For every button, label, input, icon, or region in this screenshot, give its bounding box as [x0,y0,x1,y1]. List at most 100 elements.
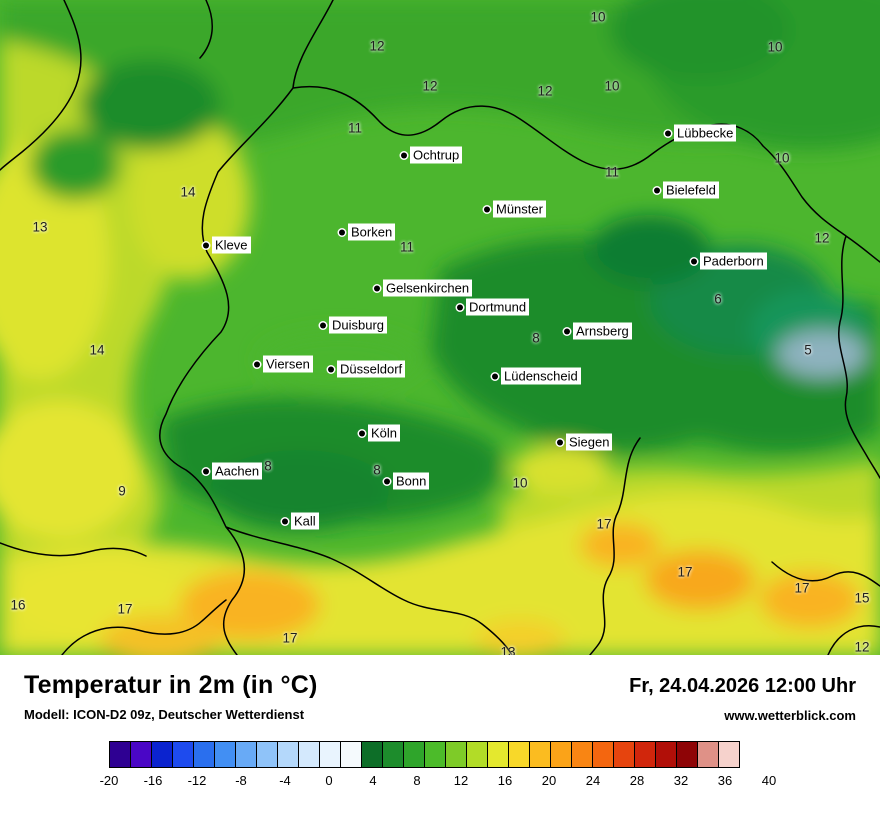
city-label: Lübbecke [674,124,737,142]
legend-color-cell [235,741,257,768]
city-dot-icon [203,242,209,248]
legend-color-cell [130,741,152,768]
temperature-value-label: 17 [117,601,133,617]
legend-color-cell [172,741,194,768]
temperature-value-label: 17 [282,630,298,646]
legend-color-cell [571,741,593,768]
forecast-datetime: Fr, 24.04.2026 12:00 Uhr [629,675,856,697]
temperature-value-label: 13 [32,219,48,235]
legend-colorbar [109,741,771,768]
city-label: Münster [493,200,546,218]
city-label: Aachen [212,462,263,480]
legend-tick-label: -4 [279,773,291,788]
temperature-value-label: 17 [596,516,612,532]
city-dot-icon [339,229,345,235]
city-dot-icon [320,322,326,328]
legend-tick-label: 20 [541,773,557,788]
city-dot-icon [254,361,260,367]
city-marker: Münster [484,200,546,218]
city-marker: Dortmund [457,298,530,316]
city-dot-icon [374,285,380,291]
city-marker: Bonn [384,472,430,490]
legend-color-cell [403,741,425,768]
city-dot-icon [654,187,660,193]
legend-color-cell [424,741,446,768]
city-dot-icon [564,328,570,334]
temperature-value-label: 8 [264,458,272,474]
city-label: Duisburg [329,316,388,334]
legend-color-cell [319,741,341,768]
temperature-value-label: 10 [512,475,528,491]
city-marker: Ochtrup [401,146,463,164]
temperature-value-label: 10 [590,9,606,25]
legend-color-cell [340,741,362,768]
city-dot-icon [401,152,407,158]
legend-color-cell [487,741,509,768]
map-title: Temperatur in 2m (in °C) [24,671,318,699]
city-marker: Arnsberg [564,322,632,340]
legend-tick-label: 36 [717,773,733,788]
temperature-value-label: 15 [854,590,870,606]
city-dot-icon [328,366,334,372]
map-footer: Temperatur in 2m (in °C) Modell: ICON-D2… [0,655,880,723]
temperature-value-label: 8 [373,462,381,478]
legend-tick-label: 32 [673,773,689,788]
city-dot-icon [484,206,490,212]
city-marker: Köln [359,424,401,442]
legend-color-cell [277,741,299,768]
city-label: Kleve [212,236,251,254]
legend-tick-row: -20 -16 -12 -8 -4 0 4 8 12 16 20 24 28 32 36 40 [100,773,777,791]
state-borders [0,0,880,655]
city-marker: Kleve [203,236,251,254]
temperature-value-label: 10 [604,78,620,94]
city-label: Düsseldorf [337,360,406,378]
footer-right: Fr, 24.04.2026 12:00 Uhr www.wetterblick… [629,671,856,723]
city-label: Lüdenscheid [501,367,581,385]
city-label: Dortmund [466,298,530,316]
temperature-value-label: 12 [854,639,870,655]
legend-color-cell [193,741,215,768]
city-label: Arnsberg [573,322,632,340]
city-marker: Paderborn [691,252,767,270]
legend-tick-label: -12 [187,773,207,788]
temperature-value-label: 12 [422,78,438,94]
temperature-value-label: 6 [714,291,722,307]
city-label: Viersen [263,355,313,373]
legend-color-cell [445,741,467,768]
legend-tick-label: 24 [585,773,601,788]
legend-color-cell [718,741,740,768]
temperature-value-label: 11 [347,120,363,136]
city-label: Gelsenkirchen [383,279,473,297]
temperature-value-label: 16 [10,597,26,613]
city-label: Siegen [566,433,613,451]
model-info: Modell: ICON-D2 09z, Deutscher Wetterdie… [24,707,305,722]
legend-color-cell [634,741,656,768]
footer-left: Temperatur in 2m (in °C) Modell: ICON-D2… [24,671,318,722]
temperature-labels-layer: 10 12 10 12 10 12 11 10 11 14 13 12 11 6 8 14 5 8 8 10 9 17 17… [10,9,870,656]
legend-color-cell [697,741,719,768]
city-dot-icon [691,258,697,264]
temperature-value-label: 9 [118,483,126,499]
city-label: Ochtrup [410,146,463,164]
legend-tick-label: 12 [453,773,469,788]
legend-color-cell [529,741,551,768]
legend-color-cell [109,741,131,768]
city-marker: Kall [282,512,319,530]
city-marker: Viersen [254,355,313,373]
city-label: Paderborn [700,252,767,270]
city-marker: Duisburg [320,316,388,334]
legend-color-cell [550,741,572,768]
city-dot-icon [492,373,498,379]
city-dot-icon [557,439,563,445]
temperature-map: 10 12 10 12 10 12 11 10 11 14 13 12 11 6 8 14 5 8 8 10 9 17 17… [0,0,880,655]
legend-tick-label: -16 [143,773,163,788]
temperature-legend: -20 -16 -12 -8 -4 0 4 8 12 16 20 24 28 32 36 40 [100,741,777,791]
city-dot-icon [203,468,209,474]
temperature-value-label: 10 [767,39,783,55]
city-marker: Düsseldorf [328,360,406,378]
legend-tick-label: 28 [629,773,645,788]
city-dot-icon [282,518,288,524]
temperature-value-label: 14 [89,342,105,358]
temperature-value-label: 12 [537,83,553,99]
legend-color-cell [466,741,488,768]
